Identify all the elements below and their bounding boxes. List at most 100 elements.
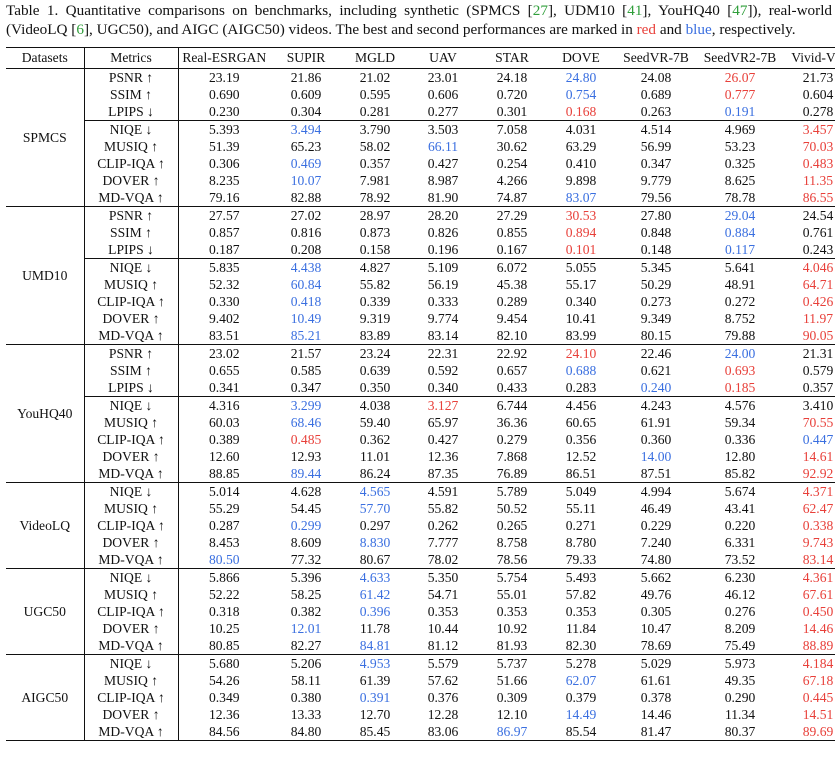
- score-cell: 5.345: [616, 258, 696, 276]
- score-cell: 7.777: [427, 535, 459, 550]
- score-cell: 0.873: [359, 225, 391, 240]
- score-cell: 14.51: [802, 707, 834, 722]
- score-cell: 55.82: [359, 277, 391, 292]
- metric-name: CLIP-IQA ↑: [84, 155, 179, 172]
- score-cell: 0.117: [724, 242, 756, 257]
- score-cell: 66.11: [427, 139, 459, 154]
- score-cell: 0.379: [565, 690, 597, 705]
- score-cell: 11.84: [565, 621, 597, 636]
- score-cell: 0.338: [802, 518, 834, 533]
- score-cell: 86.24: [359, 466, 391, 481]
- score-cell: 8.609: [290, 535, 322, 550]
- score-cell: 0.283: [565, 380, 597, 395]
- score-cell: 22.31: [427, 346, 459, 361]
- score-cell: 10.07: [290, 173, 322, 188]
- score-cell: 90.05: [802, 328, 834, 343]
- score-cell: 55.82: [427, 501, 459, 516]
- score-cell: 45.38: [496, 277, 528, 292]
- score-cell: 4.514: [616, 120, 696, 138]
- citation-link[interactable]: 47: [732, 2, 748, 19]
- score-cell: 88.85: [208, 466, 240, 481]
- score-cell: 0.690: [208, 87, 240, 102]
- score-cell: 0.168: [565, 104, 597, 119]
- score-cell: 4.576: [696, 396, 784, 414]
- score-cell: 51.39: [208, 139, 240, 154]
- score-cell: 14.46: [640, 707, 672, 722]
- score-cell: 80.67: [359, 552, 391, 567]
- score-cell: 92.92: [802, 466, 834, 481]
- score-cell: 8.625: [724, 173, 756, 188]
- score-cell: 56.99: [640, 139, 672, 154]
- score-cell: 0.158: [359, 242, 391, 257]
- score-cell: 0.433: [496, 380, 528, 395]
- score-cell: 4.316: [178, 396, 270, 414]
- score-cell: 0.263: [640, 104, 672, 119]
- score-cell: 0.848: [640, 225, 672, 240]
- score-cell: 0.272: [724, 294, 756, 309]
- score-cell: 36.36: [496, 415, 528, 430]
- score-cell: 58.25: [290, 587, 322, 602]
- score-cell: 83.99: [565, 328, 597, 343]
- score-cell: 0.427: [427, 156, 459, 171]
- score-cell: 0.396: [359, 604, 391, 619]
- metric-name: DOVER ↑: [84, 448, 179, 465]
- score-cell: 0.754: [565, 87, 597, 102]
- score-cell: 57.82: [565, 587, 597, 602]
- score-cell: 0.585: [290, 363, 322, 378]
- dataset-group: VideoLQ NIQE ↓ 5.014 4.628 4.565 4.591 5.789 5.…: [6, 482, 835, 569]
- score-cell: 5.579: [427, 656, 459, 671]
- score-cell: 0.287: [208, 518, 240, 533]
- score-cell: 29.04: [724, 208, 756, 223]
- metric-name: MD-VQA ↑: [84, 637, 179, 655]
- score-cell: 12.60: [208, 449, 240, 464]
- score-cell: 83.89: [359, 328, 391, 343]
- score-cell: 27.02: [290, 208, 322, 223]
- score-cell: 9.774: [427, 311, 459, 326]
- score-cell: 0.777: [724, 87, 756, 102]
- score-cell: 21.86: [290, 70, 322, 85]
- score-cell: 87.35: [427, 466, 459, 481]
- score-cell: 11.01: [359, 449, 391, 464]
- metric-name: MUSIQ ↑: [84, 138, 179, 155]
- table-row: MD-VQA ↑ 83.51 85.21 83.89 83.14 82.10 83.99 80…: [6, 327, 835, 345]
- metric-name: SSIM ↑: [84, 224, 179, 241]
- dataset-group: YouHQ40 PSNR ↑ 23.02 21.57 23.24 22.31 22.92 24…: [6, 344, 835, 483]
- score-cell: 0.382: [290, 604, 322, 619]
- score-cell: 7.058: [478, 120, 546, 138]
- table-row: MUSIQ ↑ 51.39 65.23 58.02 66.11 30.62 63.29 56.…: [6, 138, 835, 155]
- column-header: Real-ESRGAN: [182, 50, 267, 65]
- score-cell: 0.101: [565, 242, 597, 257]
- score-cell: 10.44: [427, 621, 459, 636]
- score-cell: 62.07: [565, 673, 597, 688]
- score-cell: 0.339: [359, 294, 391, 309]
- dataset-group: SPMCS PSNR ↑ 23.19 21.86 21.02 23.01 24.18 24.8…: [6, 68, 835, 207]
- score-cell: 6.744: [478, 396, 546, 414]
- metric-name: LPIPS ↓: [84, 241, 179, 259]
- score-cell: 5.109: [408, 258, 478, 276]
- score-cell: 0.230: [208, 104, 240, 119]
- table-row: DOVER ↑ 8.453 8.609 8.830 7.777 8.758 8.780 7.2…: [6, 534, 835, 551]
- score-cell: 0.148: [640, 242, 672, 257]
- citation-link[interactable]: 41: [627, 2, 643, 19]
- score-cell: 0.271: [565, 518, 597, 533]
- score-cell: 0.265: [496, 518, 528, 533]
- score-cell: 24.18: [496, 70, 528, 85]
- metric-name: SSIM ↑: [84, 86, 179, 103]
- score-cell: 4.243: [616, 396, 696, 414]
- table-row: SPMCS PSNR ↑ 23.19 21.86 21.02 23.01 24.18 24.8…: [6, 68, 835, 207]
- score-cell: 0.826: [427, 225, 459, 240]
- dataset-name: UMD10: [6, 206, 85, 345]
- metric-name: DOVER ↑: [84, 706, 179, 723]
- score-cell: 0.592: [427, 363, 459, 378]
- score-cell: 67.18: [802, 673, 834, 688]
- table-row: MUSIQ ↑ 55.29 54.45 57.70 55.82 50.52 55.11 46.…: [6, 500, 835, 517]
- score-cell: 0.445: [802, 690, 834, 705]
- score-cell: 24.80: [565, 70, 597, 85]
- score-cell: 0.208: [290, 242, 322, 257]
- citation-link[interactable]: 27: [532, 2, 548, 19]
- citation-link[interactable]: 6: [76, 20, 84, 38]
- score-cell: 0.273: [640, 294, 672, 309]
- score-cell: 4.456: [546, 396, 616, 414]
- score-cell: 0.277: [427, 104, 459, 119]
- score-cell: 0.720: [496, 87, 528, 102]
